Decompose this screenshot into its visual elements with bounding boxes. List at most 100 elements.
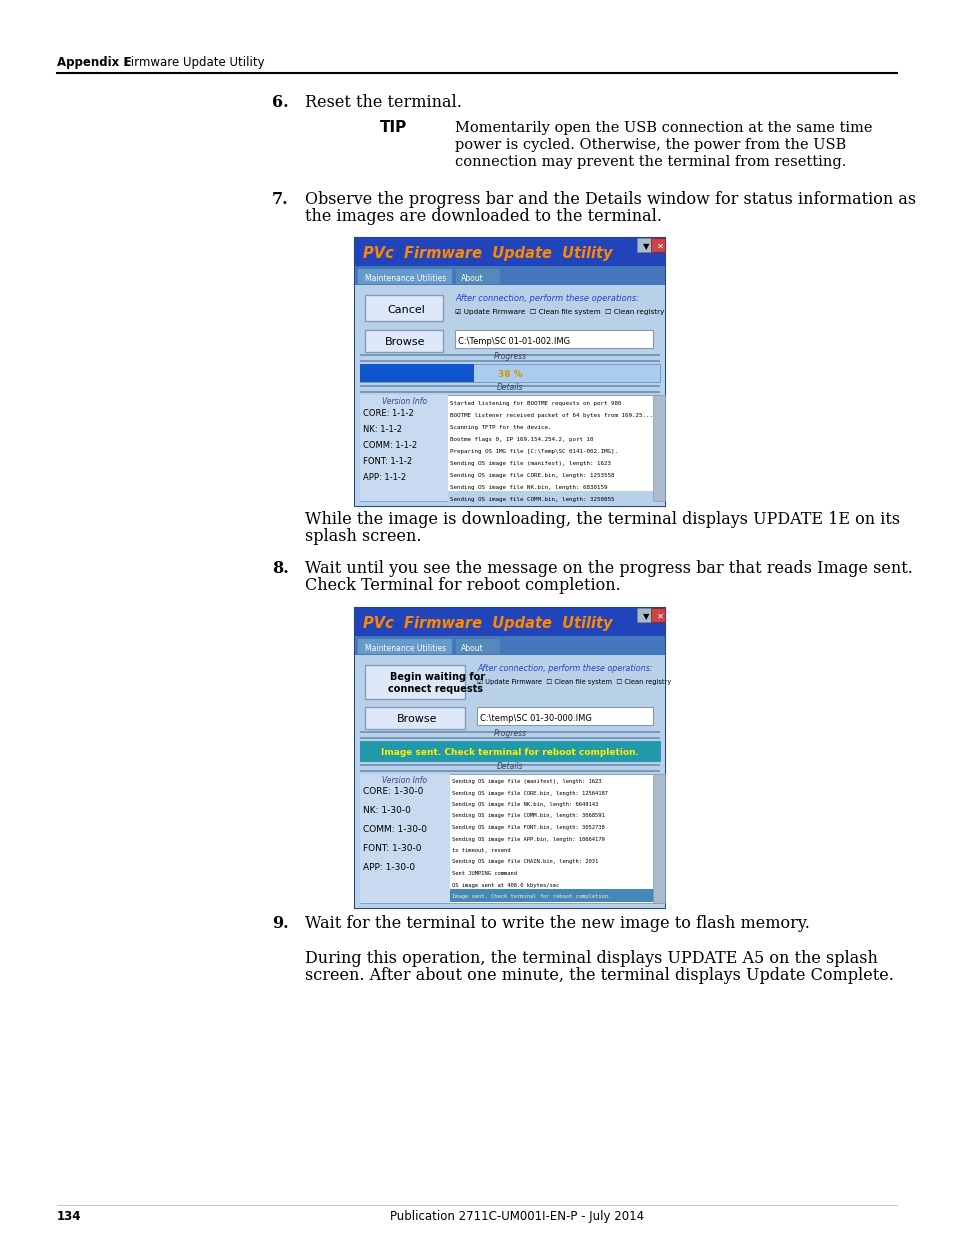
Text: About: About — [460, 643, 483, 653]
Bar — [359, 774, 659, 903]
Bar — [355, 238, 664, 266]
Text: ☑ Update Firmware  ☐ Clean file system  ☐ Clean registry: ☑ Update Firmware ☐ Clean file system ☐ … — [455, 309, 663, 315]
Bar — [359, 764, 659, 766]
Text: Sending OS image file FONT.bin, length: 3052738: Sending OS image file FONT.bin, length: … — [452, 825, 604, 830]
Text: APP: 1-1-2: APP: 1-1-2 — [363, 473, 406, 482]
Text: Sending OS image file (manifest), length: 1623: Sending OS image file (manifest), length… — [450, 461, 610, 466]
Text: CORE: 1-1-2: CORE: 1-1-2 — [363, 409, 414, 417]
Bar — [355, 238, 664, 506]
Text: Version Info: Version Info — [382, 396, 427, 406]
Text: COMM: 1-1-2: COMM: 1-1-2 — [363, 441, 416, 450]
Bar — [355, 636, 664, 655]
Text: Sending OS image file CHAIN.bin, length: 2031: Sending OS image file CHAIN.bin, length:… — [452, 860, 598, 864]
Text: PVc  Firmware  Update  Utility: PVc Firmware Update Utility — [363, 616, 612, 631]
Text: Browse: Browse — [385, 337, 425, 347]
Text: FONT: 1-1-2: FONT: 1-1-2 — [363, 457, 412, 466]
Text: Sending OS image file NK.bin, length: 6830159: Sending OS image file NK.bin, length: 68… — [450, 485, 607, 490]
Text: 6.: 6. — [272, 94, 289, 111]
Bar — [356, 268, 452, 284]
Text: Details: Details — [497, 383, 522, 391]
Bar — [355, 285, 664, 506]
Text: NK: 1-1-2: NK: 1-1-2 — [363, 425, 401, 433]
Bar — [650, 608, 664, 622]
Text: Firmware Update Utility: Firmware Update Utility — [125, 56, 264, 69]
Text: During this operation, the terminal displays UPDATE A5 on the splash: During this operation, the terminal disp… — [305, 950, 877, 967]
Bar — [365, 664, 464, 699]
Bar — [355, 238, 664, 266]
Text: Wait until you see the message on the progress bar that reads Image sent.: Wait until you see the message on the pr… — [305, 559, 912, 577]
Bar — [476, 706, 652, 725]
Text: Sending OS image file COMM.bin, length: 3250855: Sending OS image file COMM.bin, length: … — [450, 496, 614, 501]
Text: Maintenance Utilities: Maintenance Utilities — [365, 274, 446, 283]
Bar — [365, 295, 442, 321]
Bar — [365, 706, 464, 729]
Text: Started listening for BOOTME requests on port 980: Started listening for BOOTME requests on… — [450, 401, 620, 406]
Text: Sending OS image file APP.bin, length: 10664179: Sending OS image file APP.bin, length: 1… — [452, 836, 604, 841]
Text: PVc  Firmware  Update  Utility: PVc Firmware Update Utility — [363, 246, 612, 261]
Text: Bootme flags 0, IP 169.154.254.2, port 10: Bootme flags 0, IP 169.154.254.2, port 1… — [450, 437, 593, 442]
Text: Sending OS image file COMM.bin, length: 3068591: Sending OS image file COMM.bin, length: … — [452, 814, 604, 819]
Text: Sending OS image file (manifest), length: 1623: Sending OS image file (manifest), length… — [452, 779, 601, 784]
Text: While the image is downloading, the terminal displays UPDATE 1E on its: While the image is downloading, the term… — [305, 511, 900, 529]
Bar — [652, 774, 664, 903]
Text: Observe the progress bar and the Details window for status information as: Observe the progress bar and the Details… — [305, 191, 915, 207]
Text: After connection, perform these operations:: After connection, perform these operatio… — [455, 294, 639, 303]
Bar — [359, 731, 659, 734]
Text: C:\temp\SC 01-30-000.IMG: C:\temp\SC 01-30-000.IMG — [479, 714, 591, 722]
Text: 134: 134 — [57, 1210, 81, 1223]
Text: ▼: ▼ — [642, 242, 649, 251]
Bar — [359, 364, 659, 382]
Text: Check Terminal for reboot completion.: Check Terminal for reboot completion. — [305, 577, 620, 594]
Text: ▼: ▼ — [642, 613, 649, 621]
Text: APP: 1-30-0: APP: 1-30-0 — [363, 863, 415, 872]
Text: Image sent. Check terminal for reboot completion.: Image sent. Check terminal for reboot co… — [380, 748, 639, 757]
Bar — [359, 385, 659, 387]
Bar — [455, 330, 652, 348]
Bar — [450, 889, 659, 902]
Text: 9.: 9. — [272, 915, 289, 932]
Text: CORE: 1-30-0: CORE: 1-30-0 — [363, 787, 423, 797]
Text: Browse: Browse — [396, 714, 437, 724]
Bar — [448, 492, 659, 505]
Text: Maintenance Utilities: Maintenance Utilities — [365, 643, 446, 653]
Text: Publication 2711C-UM001I-EN-P - July 2014: Publication 2711C-UM001I-EN-P - July 201… — [390, 1210, 643, 1223]
Bar — [637, 238, 650, 252]
Text: Sending OS image file CORE.bin, length: 12564187: Sending OS image file CORE.bin, length: … — [452, 790, 607, 795]
Text: About: About — [460, 274, 483, 283]
Text: screen. After about one minute, the terminal displays Update Complete.: screen. After about one minute, the term… — [305, 967, 893, 984]
Bar — [359, 364, 474, 382]
Text: Progress: Progress — [493, 729, 526, 739]
Text: Preparing OS IMG file [C:\Temp\SC 0141-002.IMG].: Preparing OS IMG file [C:\Temp\SC 0141-0… — [450, 450, 618, 454]
Text: splash screen.: splash screen. — [305, 529, 421, 545]
Bar — [359, 391, 659, 393]
Text: Reset the terminal.: Reset the terminal. — [305, 94, 461, 111]
Bar — [359, 354, 659, 356]
Bar — [365, 330, 442, 352]
Text: Details: Details — [497, 762, 522, 771]
Text: 38 %: 38 % — [497, 370, 521, 379]
Bar — [359, 359, 659, 362]
Text: FONT: 1-30-0: FONT: 1-30-0 — [363, 844, 421, 853]
Text: Wait for the terminal to write the new image to flash memory.: Wait for the terminal to write the new i… — [305, 915, 809, 932]
Text: tx timeout, resend: tx timeout, resend — [452, 848, 510, 853]
Text: the images are downloaded to the terminal.: the images are downloaded to the termina… — [305, 207, 661, 225]
Bar — [355, 608, 664, 908]
Bar — [355, 608, 664, 636]
Text: COMM: 1-30-0: COMM: 1-30-0 — [363, 825, 427, 834]
Text: connect requests: connect requests — [388, 684, 482, 694]
Text: power is cycled. Otherwise, the power from the USB: power is cycled. Otherwise, the power fr… — [455, 138, 845, 152]
Text: 7.: 7. — [272, 191, 289, 207]
Text: Progress: Progress — [493, 352, 526, 361]
Bar — [650, 238, 664, 252]
Bar — [359, 395, 448, 501]
Text: 8.: 8. — [272, 559, 289, 577]
Bar — [455, 268, 499, 284]
Text: ✕: ✕ — [657, 242, 663, 251]
Bar — [355, 266, 664, 285]
Bar — [359, 737, 659, 739]
Text: ✕: ✕ — [657, 613, 663, 621]
Text: Scanning TFTP for the device.: Scanning TFTP for the device. — [450, 425, 551, 430]
Bar — [359, 769, 659, 772]
Text: Version Info: Version Info — [382, 776, 427, 785]
Bar — [637, 608, 650, 622]
